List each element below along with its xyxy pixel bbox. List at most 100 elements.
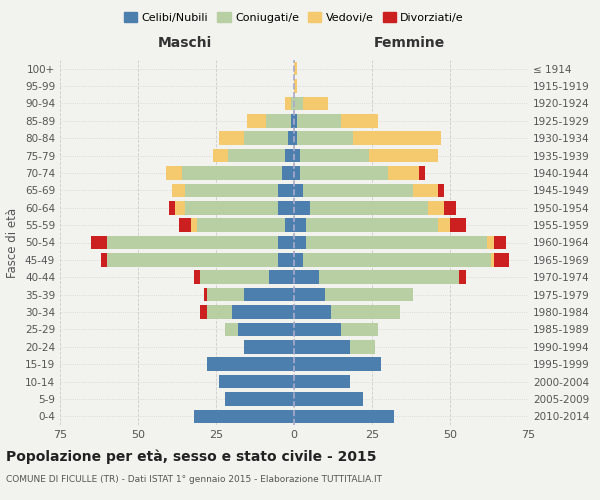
Bar xyxy=(444,201,456,214)
Bar xyxy=(284,96,291,110)
Bar xyxy=(284,149,294,162)
Bar xyxy=(294,236,307,250)
Bar xyxy=(294,166,300,180)
Bar xyxy=(331,305,400,319)
Bar xyxy=(200,305,206,319)
Bar xyxy=(278,201,294,214)
Bar xyxy=(182,166,281,180)
Bar xyxy=(319,270,460,284)
Bar xyxy=(294,410,394,423)
Bar xyxy=(206,288,244,302)
Text: COMUNE DI FICULLE (TR) - Dati ISTAT 1° gennaio 2015 - Elaborazione TUTTITALIA.IT: COMUNE DI FICULLE (TR) - Dati ISTAT 1° g… xyxy=(6,475,382,484)
Bar xyxy=(304,253,491,266)
Bar xyxy=(185,184,278,197)
Bar xyxy=(460,270,466,284)
Bar xyxy=(278,253,294,266)
Bar xyxy=(353,132,440,145)
Legend: Celibi/Nubili, Coniugati/e, Vedovi/e, Divorziati/e: Celibi/Nubili, Coniugati/e, Vedovi/e, Di… xyxy=(119,8,469,28)
Bar xyxy=(107,236,278,250)
Bar xyxy=(294,288,325,302)
Y-axis label: Fasce di età: Fasce di età xyxy=(7,208,19,278)
Bar xyxy=(294,392,362,406)
Bar xyxy=(191,218,197,232)
Bar xyxy=(413,184,437,197)
Bar xyxy=(297,114,341,128)
Bar xyxy=(244,132,288,145)
Bar xyxy=(307,218,437,232)
Bar xyxy=(294,253,304,266)
Bar xyxy=(197,218,284,232)
Bar xyxy=(206,358,294,371)
Bar xyxy=(166,166,182,180)
Bar xyxy=(291,114,294,128)
Bar xyxy=(278,184,294,197)
Bar xyxy=(213,149,229,162)
Bar xyxy=(294,375,350,388)
Bar xyxy=(341,322,378,336)
Bar xyxy=(294,114,297,128)
Bar xyxy=(284,218,294,232)
Bar xyxy=(487,236,494,250)
Bar xyxy=(428,201,444,214)
Bar xyxy=(494,236,506,250)
Bar xyxy=(226,392,294,406)
Bar xyxy=(200,270,269,284)
Bar xyxy=(278,236,294,250)
Bar xyxy=(325,288,413,302)
Bar xyxy=(419,166,425,180)
Bar xyxy=(491,253,494,266)
Bar xyxy=(294,62,297,76)
Bar xyxy=(169,201,175,214)
Text: Popolazione per età, sesso e stato civile - 2015: Popolazione per età, sesso e stato civil… xyxy=(6,450,377,464)
Bar xyxy=(437,184,444,197)
Bar xyxy=(232,305,294,319)
Bar xyxy=(369,149,437,162)
Bar xyxy=(291,96,294,110)
Bar xyxy=(226,322,238,336)
Bar xyxy=(219,375,294,388)
Bar xyxy=(179,218,191,232)
Bar xyxy=(300,149,369,162)
Bar xyxy=(219,132,244,145)
Bar xyxy=(91,236,107,250)
Bar xyxy=(247,114,266,128)
Bar xyxy=(281,166,294,180)
Bar xyxy=(101,253,107,266)
Bar xyxy=(266,114,291,128)
Text: Maschi: Maschi xyxy=(158,36,212,50)
Bar xyxy=(450,218,466,232)
Bar xyxy=(269,270,294,284)
Bar xyxy=(437,218,450,232)
Bar xyxy=(172,184,185,197)
Bar xyxy=(294,96,304,110)
Bar xyxy=(203,288,206,302)
Bar xyxy=(304,184,413,197)
Bar xyxy=(107,253,278,266)
Bar xyxy=(185,201,278,214)
Bar xyxy=(297,132,353,145)
Bar xyxy=(294,184,304,197)
Bar xyxy=(206,305,232,319)
Bar xyxy=(494,253,509,266)
Bar xyxy=(175,201,185,214)
Bar xyxy=(294,358,382,371)
Bar xyxy=(388,166,419,180)
Bar xyxy=(294,270,319,284)
Bar xyxy=(350,340,375,353)
Bar xyxy=(294,201,310,214)
Bar xyxy=(294,149,300,162)
Bar xyxy=(294,305,331,319)
Bar xyxy=(229,149,284,162)
Text: Femmine: Femmine xyxy=(374,36,445,50)
Bar xyxy=(244,288,294,302)
Bar xyxy=(294,218,307,232)
Bar xyxy=(304,96,328,110)
Bar xyxy=(288,132,294,145)
Bar xyxy=(238,322,294,336)
Bar xyxy=(194,410,294,423)
Bar xyxy=(294,80,297,93)
Bar xyxy=(310,201,428,214)
Bar xyxy=(341,114,378,128)
Bar xyxy=(300,166,388,180)
Bar xyxy=(294,132,297,145)
